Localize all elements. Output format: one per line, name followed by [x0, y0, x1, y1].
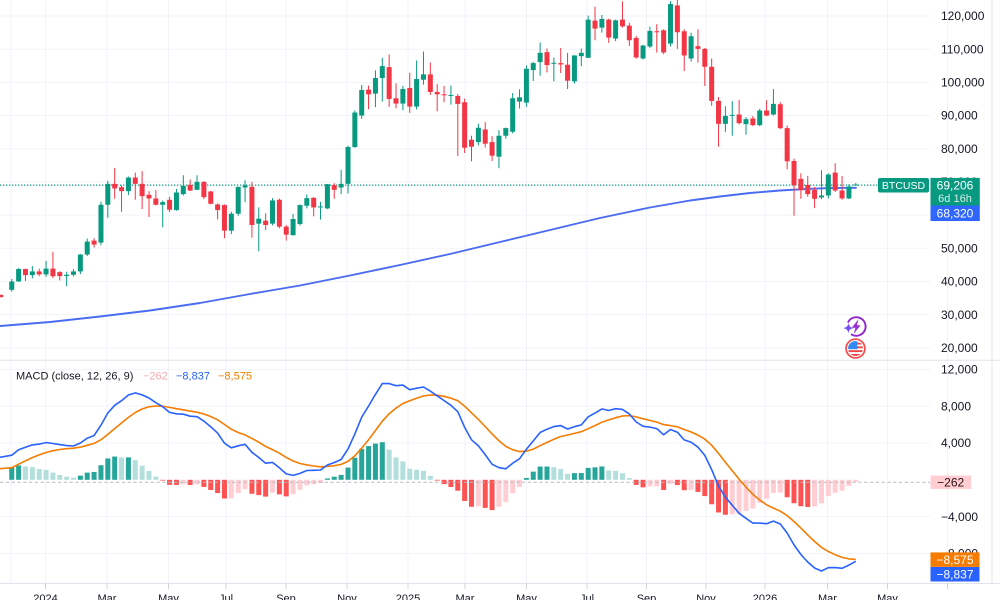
svg-text:20,000: 20,000: [941, 341, 978, 355]
svg-text:110,000: 110,000: [941, 42, 984, 56]
svg-text:Mar: Mar: [456, 593, 475, 600]
svg-text:68,320: 68,320: [937, 206, 974, 220]
svg-text:40,000: 40,000: [941, 275, 978, 289]
svg-text:12,000: 12,000: [941, 363, 978, 377]
svg-text:Nov: Nov: [696, 593, 716, 600]
svg-text:69,206: 69,206: [937, 179, 974, 193]
svg-text:−262: −262: [937, 475, 964, 489]
svg-text:−8,837: −8,837: [936, 568, 973, 582]
svg-text:30,000: 30,000: [941, 308, 978, 322]
svg-text:2025: 2025: [396, 593, 420, 600]
svg-text:MACD (close, 12, 26, 9): MACD (close, 12, 26, 9): [16, 371, 133, 383]
svg-text:Mar: Mar: [818, 593, 837, 600]
svg-text:Jul: Jul: [219, 593, 233, 600]
svg-text:50,000: 50,000: [941, 241, 978, 255]
svg-text:100,000: 100,000: [941, 76, 985, 90]
svg-text:Jul: Jul: [580, 593, 594, 600]
svg-text:8,000: 8,000: [941, 399, 971, 413]
svg-text:−8,575: −8,575: [218, 371, 252, 383]
svg-text:May: May: [877, 593, 898, 600]
svg-text:−262: −262: [143, 371, 168, 383]
svg-text:Mar: Mar: [98, 593, 117, 600]
svg-text:May: May: [158, 593, 179, 600]
svg-text:May: May: [516, 593, 537, 600]
svg-text:Sep: Sep: [637, 593, 657, 600]
svg-text:Nov: Nov: [337, 593, 357, 600]
svg-text:80,000: 80,000: [941, 142, 978, 156]
svg-text:BTCUSD: BTCUSD: [882, 180, 926, 192]
svg-text:90,000: 90,000: [941, 109, 978, 123]
svg-text:2026: 2026: [753, 593, 777, 600]
svg-text:6d 16h: 6d 16h: [938, 193, 972, 205]
svg-text:4,000: 4,000: [941, 436, 971, 450]
svg-text:−4,000: −4,000: [941, 510, 978, 524]
svg-text:2024: 2024: [33, 593, 57, 600]
svg-text:Sep: Sep: [276, 593, 296, 600]
svg-text:120,000: 120,000: [941, 9, 985, 23]
svg-text:−8,837: −8,837: [176, 371, 210, 383]
svg-text:−8,575: −8,575: [936, 553, 973, 567]
